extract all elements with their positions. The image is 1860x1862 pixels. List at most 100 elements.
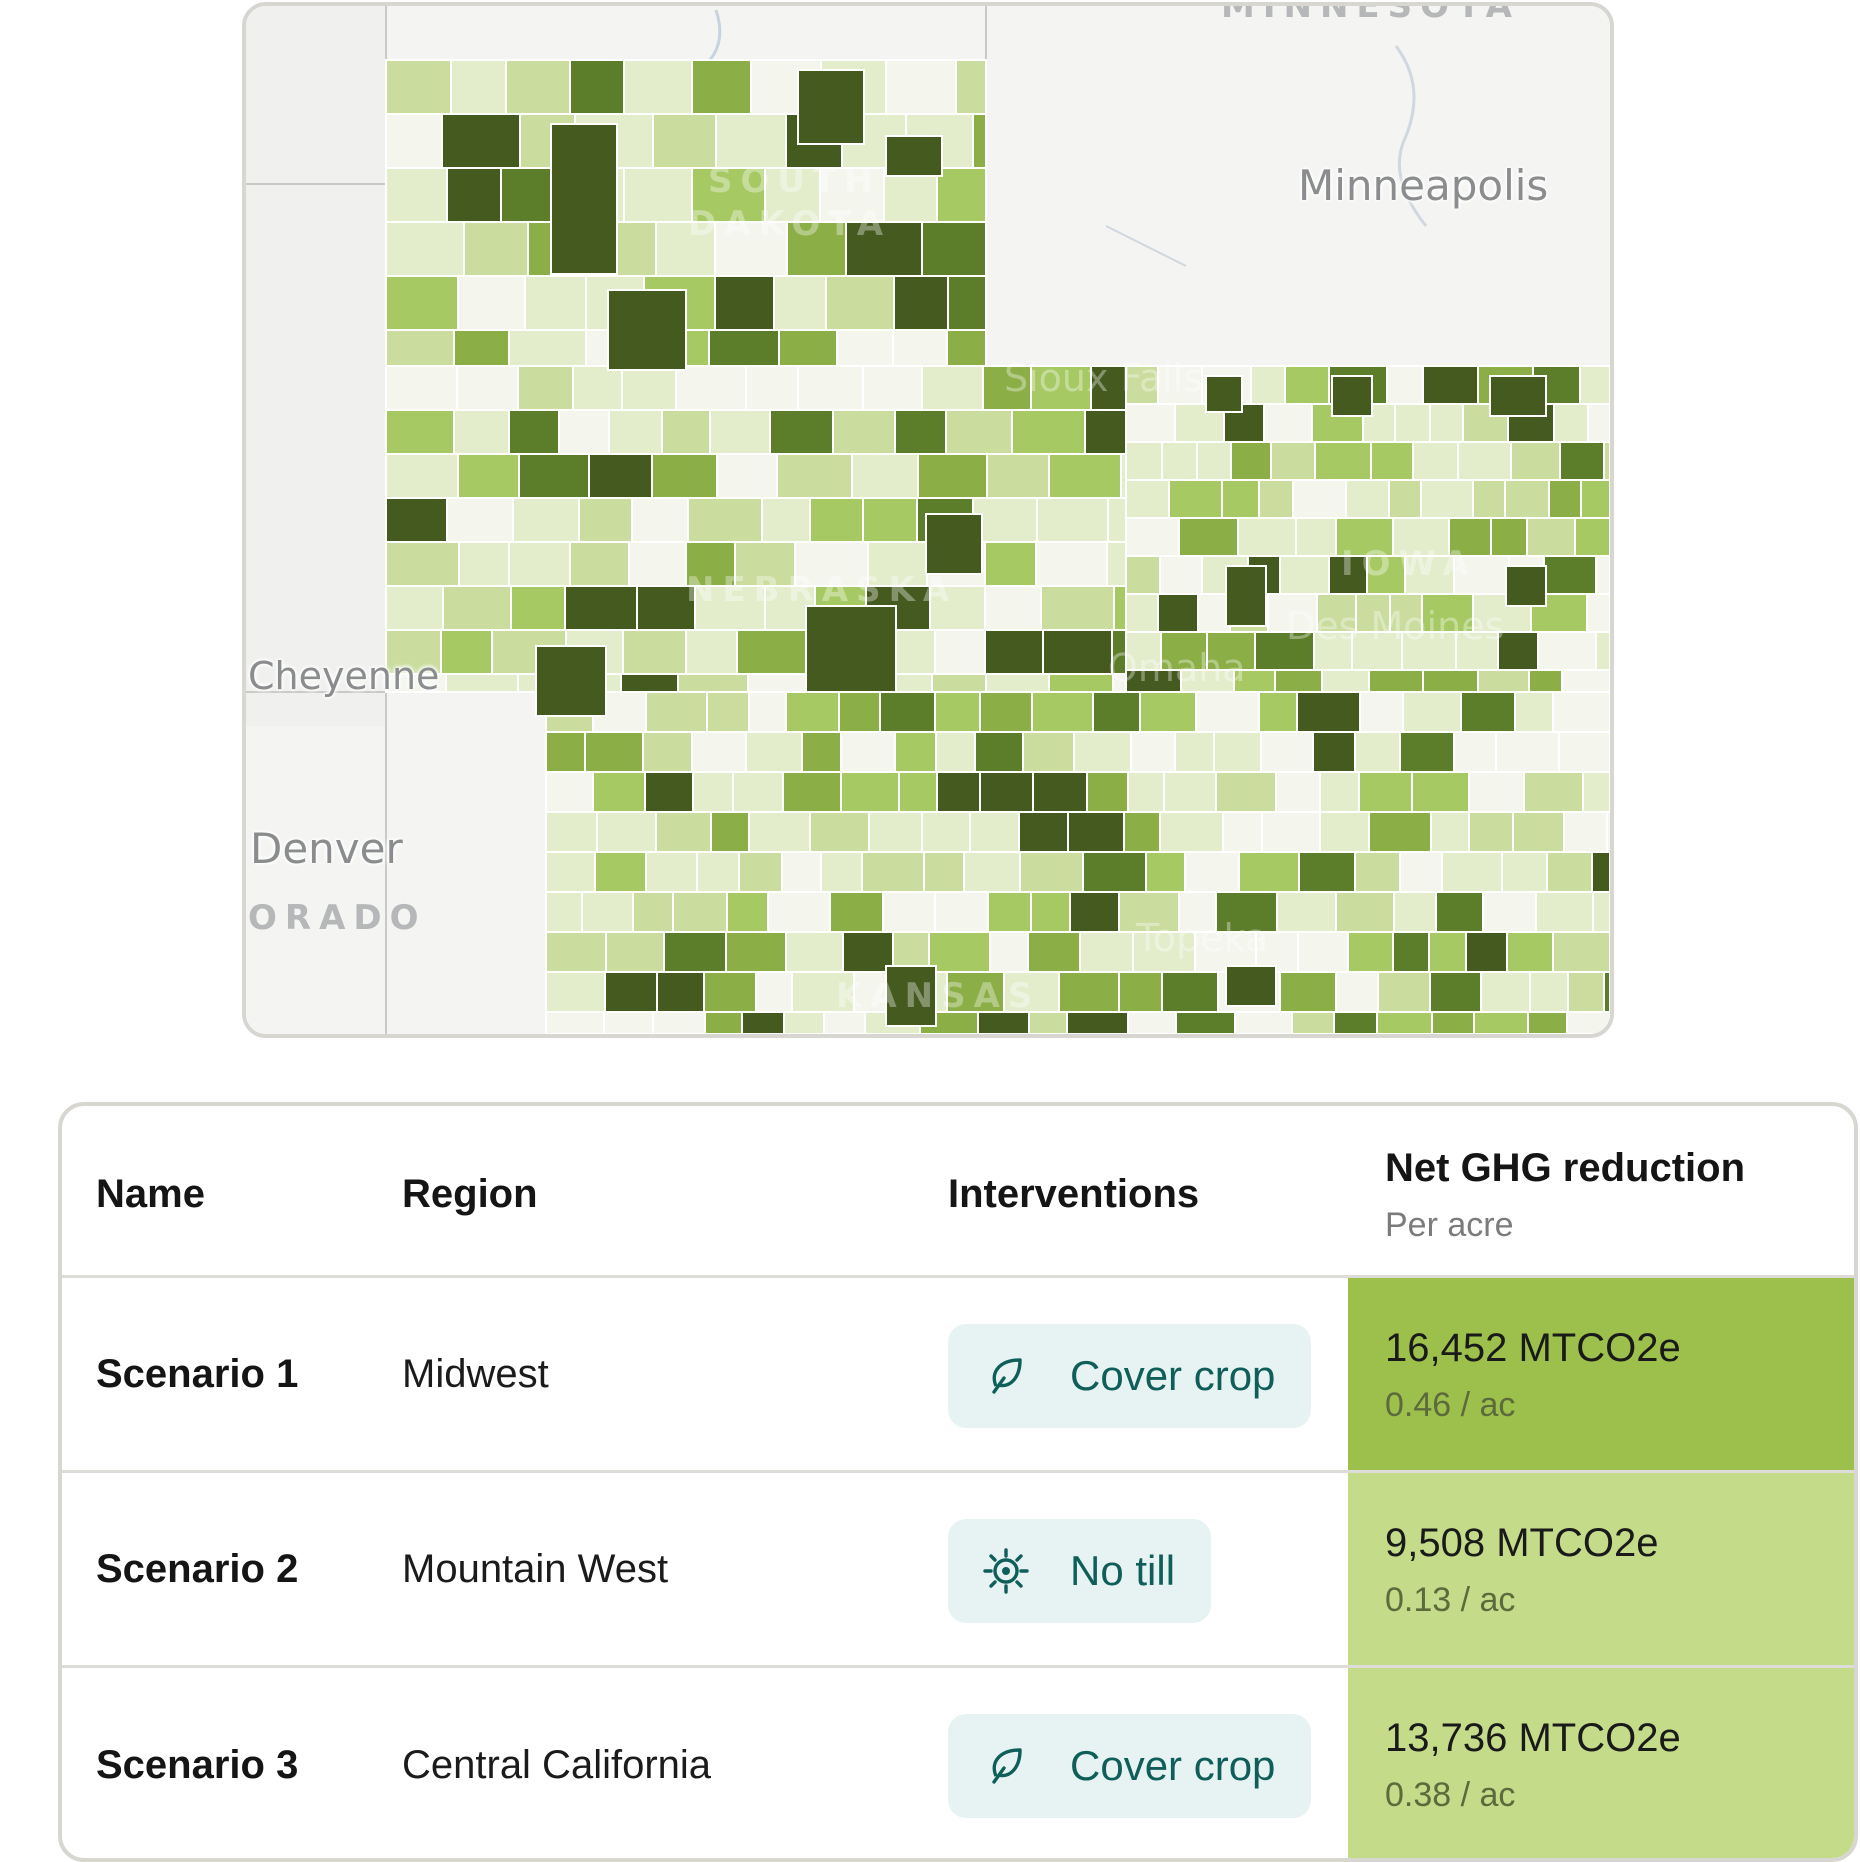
county-layer[interactable]: [385, 59, 1610, 1034]
county[interactable]: [1468, 811, 1514, 853]
county[interactable]: [1035, 541, 1108, 587]
county[interactable]: [505, 59, 571, 115]
county[interactable]: [825, 275, 895, 331]
county[interactable]: [745, 731, 803, 773]
county[interactable]: [1011, 409, 1086, 455]
county[interactable]: [1319, 811, 1370, 853]
county[interactable]: [622, 629, 687, 675]
county[interactable]: [456, 365, 519, 411]
county[interactable]: [931, 673, 987, 693]
county[interactable]: [1429, 971, 1482, 1013]
county[interactable]: [691, 167, 766, 223]
county[interactable]: [748, 691, 787, 733]
county[interactable]: [969, 811, 1020, 853]
county[interactable]: [545, 891, 583, 933]
county[interactable]: [1472, 479, 1506, 519]
county[interactable]: [704, 1011, 743, 1034]
county[interactable]: [385, 329, 455, 367]
county[interactable]: [868, 811, 923, 853]
county[interactable]: [797, 69, 865, 145]
county[interactable]: [917, 453, 988, 499]
county[interactable]: [518, 453, 590, 499]
county[interactable]: [979, 691, 1033, 733]
county[interactable]: [984, 629, 1044, 675]
county[interactable]: [934, 691, 981, 733]
county[interactable]: [1113, 585, 1127, 631]
county[interactable]: [769, 409, 834, 455]
county[interactable]: [862, 497, 918, 543]
county[interactable]: [1125, 517, 1180, 557]
intervention-chip[interactable]: No till: [948, 1519, 1212, 1623]
county[interactable]: [1292, 479, 1347, 519]
county[interactable]: [1399, 731, 1455, 773]
county[interactable]: [385, 541, 460, 587]
county[interactable]: [809, 811, 870, 853]
county[interactable]: [1258, 691, 1298, 733]
county[interactable]: [1291, 1011, 1335, 1034]
county[interactable]: [989, 931, 1029, 973]
county[interactable]: [445, 673, 519, 693]
county[interactable]: [1237, 517, 1297, 557]
county[interactable]: [1603, 971, 1610, 1013]
county[interactable]: [550, 123, 618, 275]
county[interactable]: [716, 453, 778, 499]
county[interactable]: [1230, 441, 1272, 481]
county[interactable]: [1125, 479, 1170, 519]
county[interactable]: [1430, 811, 1470, 853]
intervention-chip[interactable]: Cover crop: [948, 1714, 1312, 1818]
county[interactable]: [1125, 593, 1159, 633]
county[interactable]: [708, 329, 780, 367]
county[interactable]: [706, 691, 750, 733]
county[interactable]: [1359, 691, 1404, 733]
county[interactable]: [645, 851, 698, 893]
county[interactable]: [1377, 971, 1431, 1013]
county[interactable]: [508, 409, 560, 455]
county[interactable]: [1586, 593, 1610, 633]
county[interactable]: [675, 365, 747, 411]
county[interactable]: [1125, 403, 1176, 443]
county[interactable]: [1504, 479, 1550, 519]
county[interactable]: [578, 497, 633, 543]
county[interactable]: [1402, 691, 1462, 733]
county[interactable]: [1505, 565, 1547, 607]
county[interactable]: [1127, 771, 1165, 813]
county[interactable]: [979, 771, 1034, 813]
county[interactable]: [1125, 631, 1162, 671]
county[interactable]: [945, 409, 1013, 455]
county[interactable]: [1221, 479, 1260, 519]
county[interactable]: [1591, 851, 1610, 893]
county[interactable]: [1603, 441, 1610, 481]
county[interactable]: [385, 221, 465, 277]
county[interactable]: [385, 275, 459, 331]
county[interactable]: [1263, 403, 1313, 443]
county[interactable]: [1497, 631, 1539, 671]
county[interactable]: [1161, 441, 1198, 481]
county[interactable]: [892, 329, 948, 367]
county[interactable]: [385, 113, 443, 169]
county[interactable]: [1595, 555, 1610, 595]
county[interactable]: [1333, 1011, 1378, 1034]
county[interactable]: [1335, 971, 1379, 1013]
county[interactable]: [545, 971, 606, 1013]
county[interactable]: [1429, 403, 1464, 443]
county[interactable]: [1399, 851, 1443, 893]
county[interactable]: [1178, 891, 1217, 933]
county[interactable]: [725, 931, 787, 973]
county[interactable]: [603, 1011, 654, 1034]
county[interactable]: [1370, 441, 1414, 481]
county[interactable]: [921, 811, 971, 853]
county[interactable]: [651, 453, 718, 499]
county[interactable]: [1297, 931, 1349, 973]
county[interactable]: [1125, 441, 1163, 481]
county[interactable]: [923, 851, 965, 893]
county[interactable]: [921, 221, 987, 277]
county[interactable]: [1389, 593, 1423, 633]
county[interactable]: [1411, 771, 1470, 813]
county[interactable]: [1552, 691, 1610, 733]
county[interactable]: [1473, 1011, 1529, 1034]
county[interactable]: [1552, 931, 1610, 973]
county[interactable]: [558, 409, 610, 455]
county[interactable]: [1506, 931, 1554, 973]
county[interactable]: [840, 731, 896, 773]
county[interactable]: [623, 59, 693, 115]
